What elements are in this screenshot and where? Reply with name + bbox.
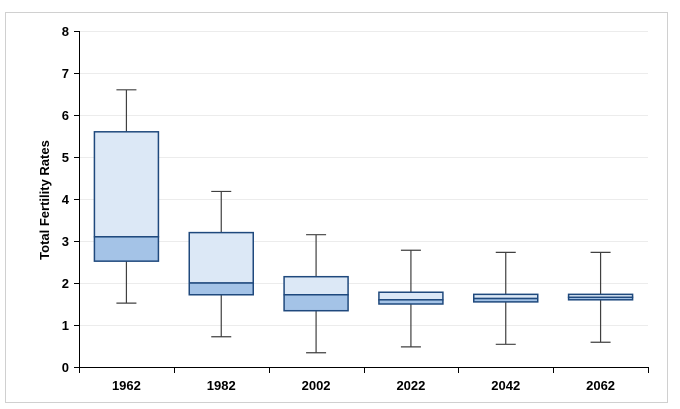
box-lower-1962 bbox=[93, 236, 160, 262]
x-tick-label-1962: 1962 bbox=[112, 378, 141, 393]
y-tick-label-6: 6 bbox=[62, 108, 69, 123]
box-2022 bbox=[378, 249, 444, 348]
y-tick-label-4: 4 bbox=[62, 192, 70, 207]
x-tick-label-2002: 2002 bbox=[302, 378, 331, 393]
box-upper-1982 bbox=[188, 231, 254, 284]
y-tick-label-3: 3 bbox=[62, 234, 69, 249]
x-tick-label-2022: 2022 bbox=[396, 378, 425, 393]
box-upper-2002 bbox=[283, 275, 349, 296]
box-2042 bbox=[473, 251, 539, 345]
y-tick-label-5: 5 bbox=[62, 150, 69, 165]
box-upper-2022 bbox=[378, 291, 444, 301]
y-tick-label-2: 2 bbox=[62, 276, 69, 291]
box-1982 bbox=[188, 190, 254, 338]
x-tick-label-1982: 1982 bbox=[207, 378, 236, 393]
box-lower-2022 bbox=[378, 299, 444, 305]
y-axis-title: Total Fertility Rates bbox=[37, 140, 52, 260]
box-upper-1962 bbox=[93, 131, 160, 238]
box-lower-1982 bbox=[188, 282, 254, 296]
y-tick-label-7: 7 bbox=[62, 66, 69, 81]
y-tick-label-0: 0 bbox=[62, 360, 69, 375]
box-2062 bbox=[567, 251, 634, 343]
box-lower-2042 bbox=[473, 297, 539, 303]
y-tick-label-8: 8 bbox=[62, 24, 69, 39]
axes-layer: 0 1 2 3 4 5 6 7 8 1962 1982 2002 2022 2042 2062 bbox=[62, 24, 649, 393]
box-lower-2062 bbox=[567, 296, 634, 301]
box-1962 bbox=[93, 89, 160, 304]
x-tick-label-2042: 2042 bbox=[491, 378, 520, 393]
box-lower-2002 bbox=[283, 294, 349, 312]
boxes-layer bbox=[93, 89, 634, 354]
y-tick-label-1: 1 bbox=[62, 318, 69, 333]
grid-layer bbox=[79, 31, 648, 326]
box-2002 bbox=[283, 234, 349, 354]
x-tick-label-2062: 2062 bbox=[586, 378, 615, 393]
